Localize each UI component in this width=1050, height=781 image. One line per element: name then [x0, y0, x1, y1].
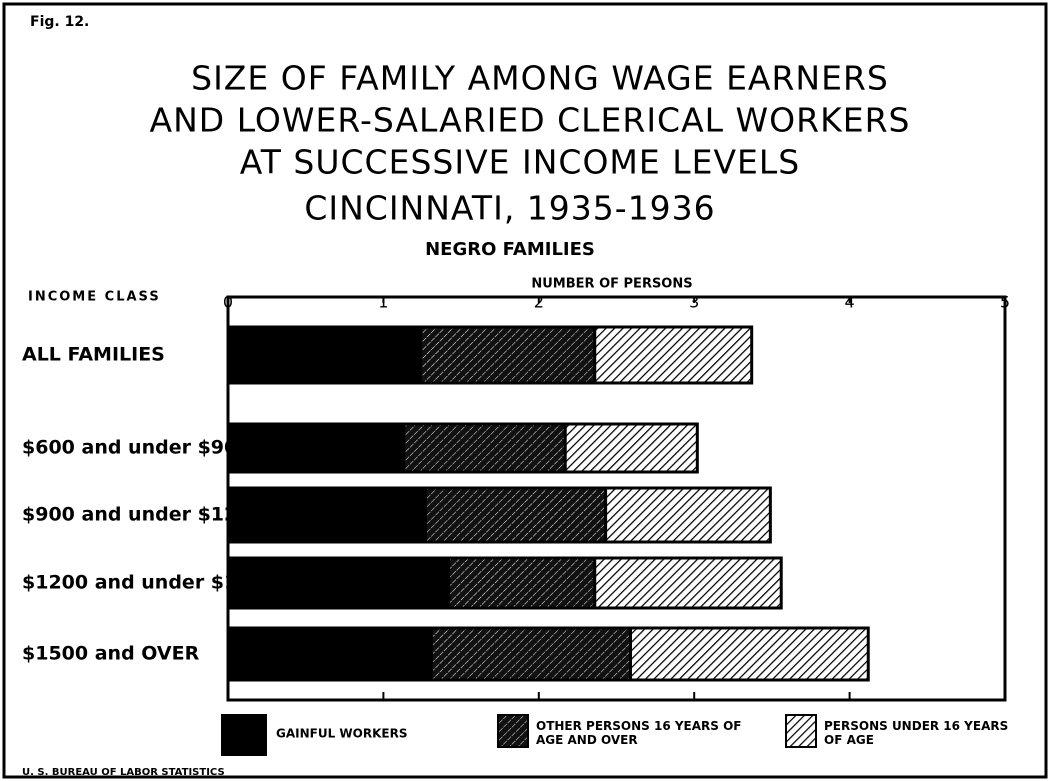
x-axis-label: NUMBER OF PERSONS [531, 277, 692, 292]
bar-segment [402, 422, 567, 474]
bar-segment [226, 626, 434, 682]
bar-segment [593, 556, 783, 610]
chart-title: CINCINNATI, 1935-1936 [304, 189, 715, 228]
legend-swatch [785, 714, 817, 748]
bar-segment [628, 626, 870, 682]
y-axis-label: INCOME CLASS [28, 290, 161, 305]
bar-segment [226, 486, 427, 544]
bar-segment [593, 325, 754, 385]
bar-segment [423, 486, 608, 544]
bar-segment [226, 325, 423, 385]
y-tick-label: $1200 and under $1500 [22, 572, 277, 594]
chart-title: AT SUCCESSIVE INCOME LEVELS [240, 143, 800, 182]
source: U. S. BUREAU OF LABOR STATISTICS [22, 767, 225, 778]
chart-title: SIZE OF FAMILY AMONG WAGE EARNERS [191, 59, 889, 98]
legend-label: PERSONS UNDER 16 YEARS OF AGE [824, 719, 1008, 747]
legend-swatch [221, 714, 267, 756]
subtitle: NEGRO FAMILIES [425, 239, 595, 260]
bar-segment [604, 486, 772, 544]
y-tick-label: $1500 and OVER [22, 643, 200, 665]
legend-swatch [497, 714, 529, 748]
legend-label: OTHER PERSONS 16 YEARS OF AGE AND OVER [536, 719, 742, 747]
y-tick-label: $900 and under $1200 [22, 504, 264, 526]
bar-segment [419, 325, 597, 385]
bar-segment [430, 626, 632, 682]
chart-title: AND LOWER-SALARIED CLERICAL WORKERS [150, 101, 911, 140]
bar-segment [447, 556, 597, 610]
bar-segment [563, 422, 699, 474]
y-tick-label: ALL FAMILIES [22, 344, 165, 366]
bar-segment [226, 422, 406, 474]
figure-label: Fig. 12. [30, 14, 89, 30]
bar-segment [226, 556, 451, 610]
y-tick-label: $600 and under $900 [22, 437, 250, 459]
legend-label: GAINFUL WORKERS [276, 727, 407, 741]
